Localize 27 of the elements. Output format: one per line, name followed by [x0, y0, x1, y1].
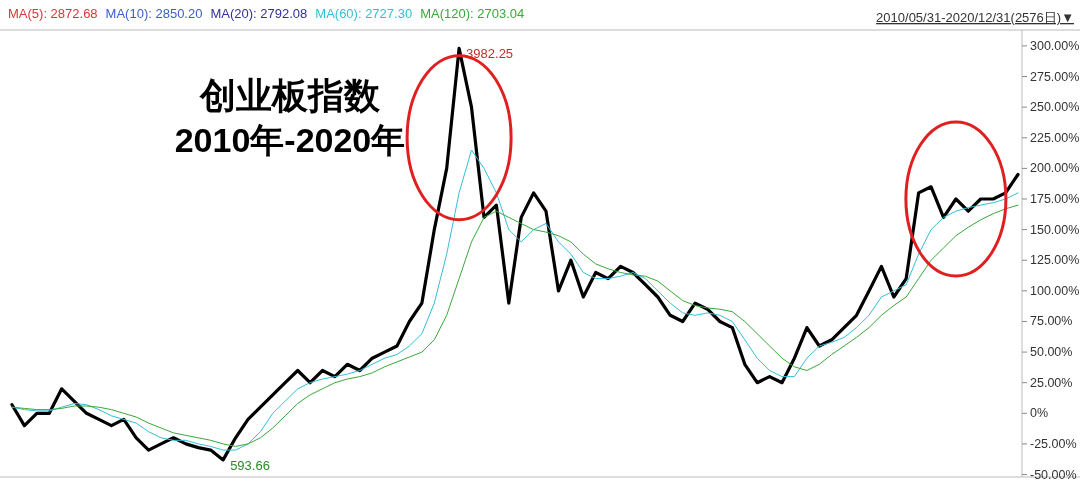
y-tick-label: 175.00% [1030, 192, 1080, 206]
y-tick-label: 275.00% [1030, 69, 1080, 84]
annotation: 593.66 [230, 457, 270, 473]
line-series [10, 46, 1020, 462]
text: 2010年-2020年 [174, 121, 406, 159]
y-tick-label: 0% [1030, 406, 1049, 421]
y-tick-label: 150.00% [1030, 222, 1080, 237]
y-tick-label: 25.00% [1030, 375, 1073, 390]
text: 2010/05/31-2020/12/31(2576日)▼ [876, 10, 1074, 25]
text: 创业板指数 [199, 75, 381, 116]
y-tick-label: 100.00% [1030, 283, 1080, 298]
y-tick-label: -25.00% [1030, 436, 1077, 451]
y-tick-label: 300.00% [1030, 38, 1080, 53]
y-tick-label: 225.00% [1030, 130, 1080, 145]
y-tick-label: 200.00% [1030, 161, 1080, 176]
line-series [11, 204, 1019, 447]
y-tick-label: 75.00% [1030, 314, 1073, 329]
y-tick-label: -50.00% [1030, 467, 1077, 482]
annotation: 3982.25 [466, 46, 514, 62]
text: MA(10): 2850.20 [105, 6, 203, 21]
text: MA(60): 2727.30 [315, 6, 413, 21]
text: MA(20): 2792.08 [210, 6, 308, 21]
y-tick-label: 250.00% [1030, 100, 1080, 115]
y-tick-label: 50.00% [1030, 345, 1073, 360]
text: MA(120): 2703.04 [420, 6, 525, 21]
text: MA(5): 2872.68 [8, 6, 98, 21]
y-tick-label: 125.00% [1030, 253, 1080, 268]
